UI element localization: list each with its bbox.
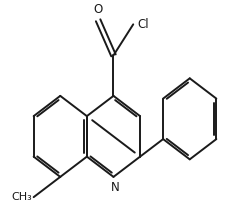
Text: Cl: Cl (137, 18, 149, 31)
Text: CH₃: CH₃ (11, 192, 32, 202)
Text: N: N (111, 181, 120, 194)
Text: O: O (94, 3, 103, 16)
